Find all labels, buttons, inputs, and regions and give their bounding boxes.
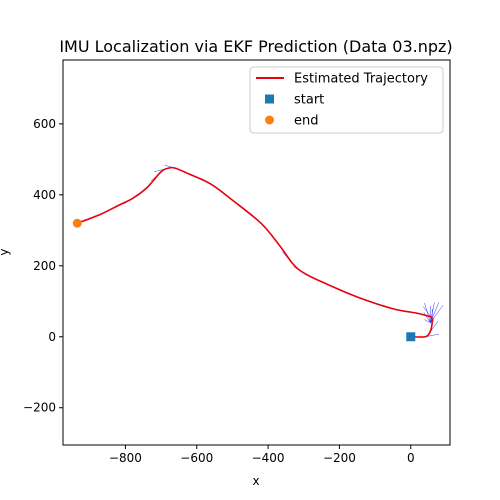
legend-circle-swatch	[265, 115, 274, 125]
y-tick-label: 200	[33, 259, 56, 273]
y-tick-label: 400	[33, 188, 56, 202]
data-layer	[72, 164, 444, 342]
y-tick-label: 600	[33, 117, 56, 131]
y-axis-label: y	[0, 248, 11, 255]
chart-title: IMU Localization via EKF Prediction (Dat…	[59, 37, 452, 56]
orientation-arrow	[424, 302, 431, 323]
legend-label: end	[294, 114, 319, 129]
legend: Estimated Trajectory start end	[249, 66, 444, 134]
legend-square-swatch	[265, 94, 274, 104]
x-tick-label: 0	[407, 451, 415, 465]
orientation-arrow	[430, 302, 435, 323]
end-marker	[72, 218, 82, 228]
orientation-arrow	[424, 319, 431, 323]
x-tick-label: −200	[323, 451, 356, 465]
x-tick-label: −600	[180, 451, 213, 465]
x-axis-label: x	[252, 474, 259, 488]
y-tick-label: 0	[48, 330, 56, 344]
x-tick-label: −800	[109, 451, 142, 465]
orientation-arrow	[423, 312, 431, 323]
legend-label: start	[294, 93, 324, 108]
trajectory-line	[76, 166, 433, 338]
plot-area	[72, 164, 444, 342]
legend-label: Estimated Trajectory	[294, 72, 428, 87]
x-tick-label: −400	[252, 451, 285, 465]
start-marker	[406, 332, 416, 342]
axis-ticks: −800 −600 −400 −200 0 −200 0 200 400 600	[23, 117, 415, 465]
axes-frame	[62, 59, 451, 446]
legend-box	[249, 66, 444, 134]
y-tick-label: −200	[23, 401, 56, 415]
